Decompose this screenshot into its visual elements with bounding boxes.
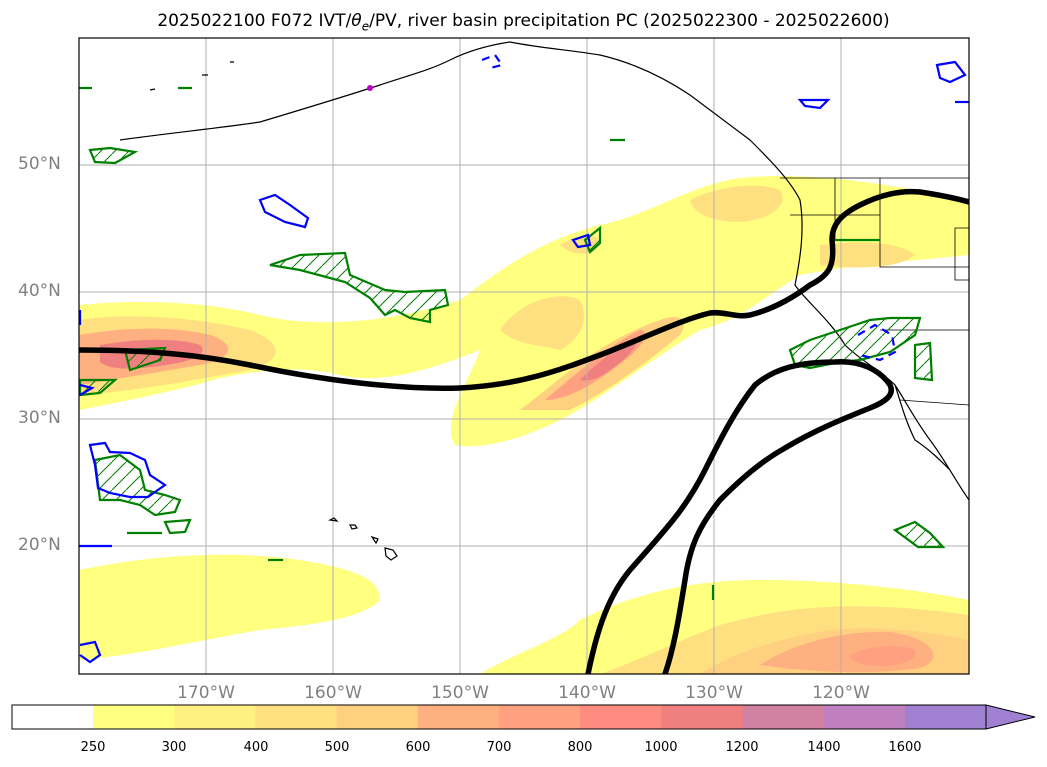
title-suffix: /PV, river basin precipitation PC (20250… [369,11,890,31]
borders [780,177,969,406]
colorbar-segment-250 [93,705,175,729]
colorbar-segment-1000 [661,705,744,729]
colorbar-segment-400 [255,705,338,729]
title-theta: θ [351,11,362,31]
lat-label-30n: 30°N [18,408,61,428]
colorbar-segment-1600 [905,705,986,729]
lon-label-150w: 150°W [431,683,489,703]
lon-label-130w: 130°W [685,683,743,703]
colorbar-segment-300 [174,705,256,729]
pv-marker [367,85,373,91]
colorbar-segment-1400 [823,705,906,729]
cb-tick-1200: 1200 [725,740,759,755]
cb-tick-500: 500 [324,740,350,755]
ivt-shading [79,176,969,674]
lon-label-160w: 160°W [304,683,362,703]
lat-label-20n: 20°N [18,535,61,555]
lon-label-120w: 120°W [812,683,870,703]
colorbar-segments [12,705,986,729]
theta-warm-contours [79,86,946,600]
cb-tick-1400: 1400 [807,740,841,755]
colorbar-segment-below [12,705,93,729]
lon-label-140w: 140°W [558,683,616,703]
lon-label-170w: 170°W [177,683,235,703]
map-frame [78,37,970,675]
cb-tick-600: 600 [405,740,431,755]
cb-tick-700: 700 [486,740,512,755]
cb-tick-800: 800 [567,740,593,755]
lat-label-40n: 40°N [18,281,61,301]
cb-tick-250: 250 [80,740,106,755]
pv-contours [79,188,969,674]
coastlines [119,41,969,561]
title-prefix: 2025022100 F072 IVT/ [157,11,352,31]
colorbar-segment-500 [336,705,419,729]
colorbar-frame [11,704,987,730]
colorbar-segment-800 [580,705,662,729]
cb-tick-1600: 1600 [888,740,922,755]
colorbar-segment-700 [499,705,581,729]
map-title: 2025022100 F072 IVT/θe/PV, river basin p… [0,11,1047,33]
graticule [79,38,969,674]
cb-tick-1000: 1000 [644,740,678,755]
colorbar-segment-1200 [742,705,825,729]
cb-tick-400: 400 [243,740,269,755]
colorbar-segment-600 [417,705,500,729]
theta-cold-contours [79,53,969,664]
colorbar-extend-arrow [985,704,1036,730]
title-theta-sub: e [361,19,370,34]
lat-label-50n: 50°N [18,154,61,174]
cb-tick-300: 300 [161,740,187,755]
